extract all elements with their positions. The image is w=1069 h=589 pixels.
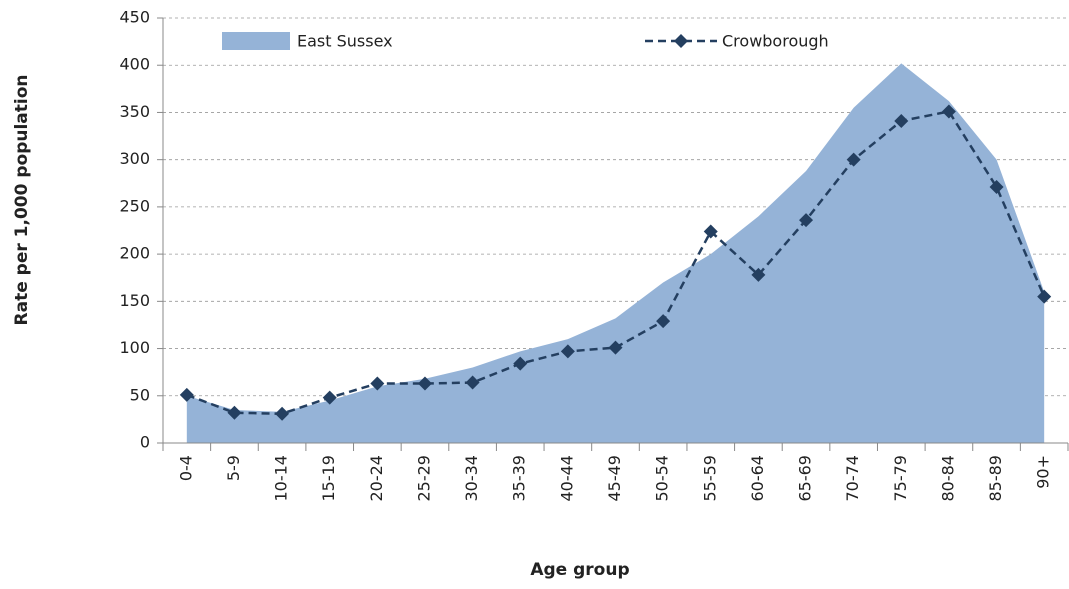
area	[186, 63, 1045, 443]
marker	[1037, 289, 1052, 304]
x-tick-label: 15-19	[319, 455, 338, 502]
marker	[179, 387, 194, 402]
legend-marker	[674, 34, 688, 48]
y-tick-label: 200	[119, 244, 150, 263]
x-tick-label: 85-89	[986, 455, 1005, 502]
legend-label: Crowborough	[722, 32, 829, 51]
marker	[846, 152, 861, 167]
x-tick-label: 5-9	[224, 455, 243, 481]
x-tick-label: 75-79	[891, 455, 910, 502]
y-tick-label: 400	[119, 55, 150, 74]
x-axis-title: Age group	[530, 560, 629, 580]
x-tick-label: 10-14	[272, 455, 291, 502]
x-tick-label: 30-34	[462, 455, 481, 502]
x-tick-label: 65-69	[796, 455, 815, 502]
x-tick-label: 35-39	[510, 455, 529, 502]
x-tick-label: 70-74	[843, 455, 862, 502]
x-tick-label: 50-54	[653, 455, 672, 502]
x-tick-label: 80-84	[938, 455, 957, 502]
y-tick-label: 350	[119, 102, 150, 121]
x-tick-label: 45-49	[605, 455, 624, 502]
legend-swatch	[222, 32, 290, 50]
x-tick-label: 20-24	[367, 455, 386, 502]
x-tick-label: 0-4	[176, 455, 195, 481]
x-tick-label: 60-64	[748, 455, 767, 502]
marker	[417, 376, 432, 391]
marker	[799, 213, 814, 228]
y-axis-title: Rate per 1,000 population	[12, 75, 32, 326]
marker	[608, 340, 623, 355]
x-tick-label: 40-44	[557, 455, 576, 502]
y-tick-label: 250	[119, 196, 150, 215]
x-tick-label: 90+	[1034, 455, 1053, 489]
marker	[275, 406, 290, 421]
marker	[703, 224, 718, 239]
marker	[656, 314, 671, 329]
marker	[322, 390, 337, 405]
marker	[227, 405, 242, 420]
y-tick-label: 100	[119, 338, 150, 357]
marker	[465, 375, 480, 390]
marker	[894, 113, 909, 128]
y-tick-label: 150	[119, 291, 150, 310]
x-tick-label: 25-29	[414, 455, 433, 502]
y-tick-label: 450	[119, 8, 150, 27]
marker	[560, 344, 575, 359]
legend-label: East Sussex	[297, 32, 393, 51]
y-tick-label: 300	[119, 149, 150, 168]
marker	[989, 180, 1004, 195]
marker	[513, 356, 528, 371]
x-tick-label: 55-59	[700, 455, 719, 502]
y-tick-label: 0	[140, 433, 150, 452]
marker	[751, 267, 766, 282]
y-tick-label: 50	[130, 385, 150, 404]
marker	[941, 104, 956, 119]
marker	[370, 376, 385, 391]
